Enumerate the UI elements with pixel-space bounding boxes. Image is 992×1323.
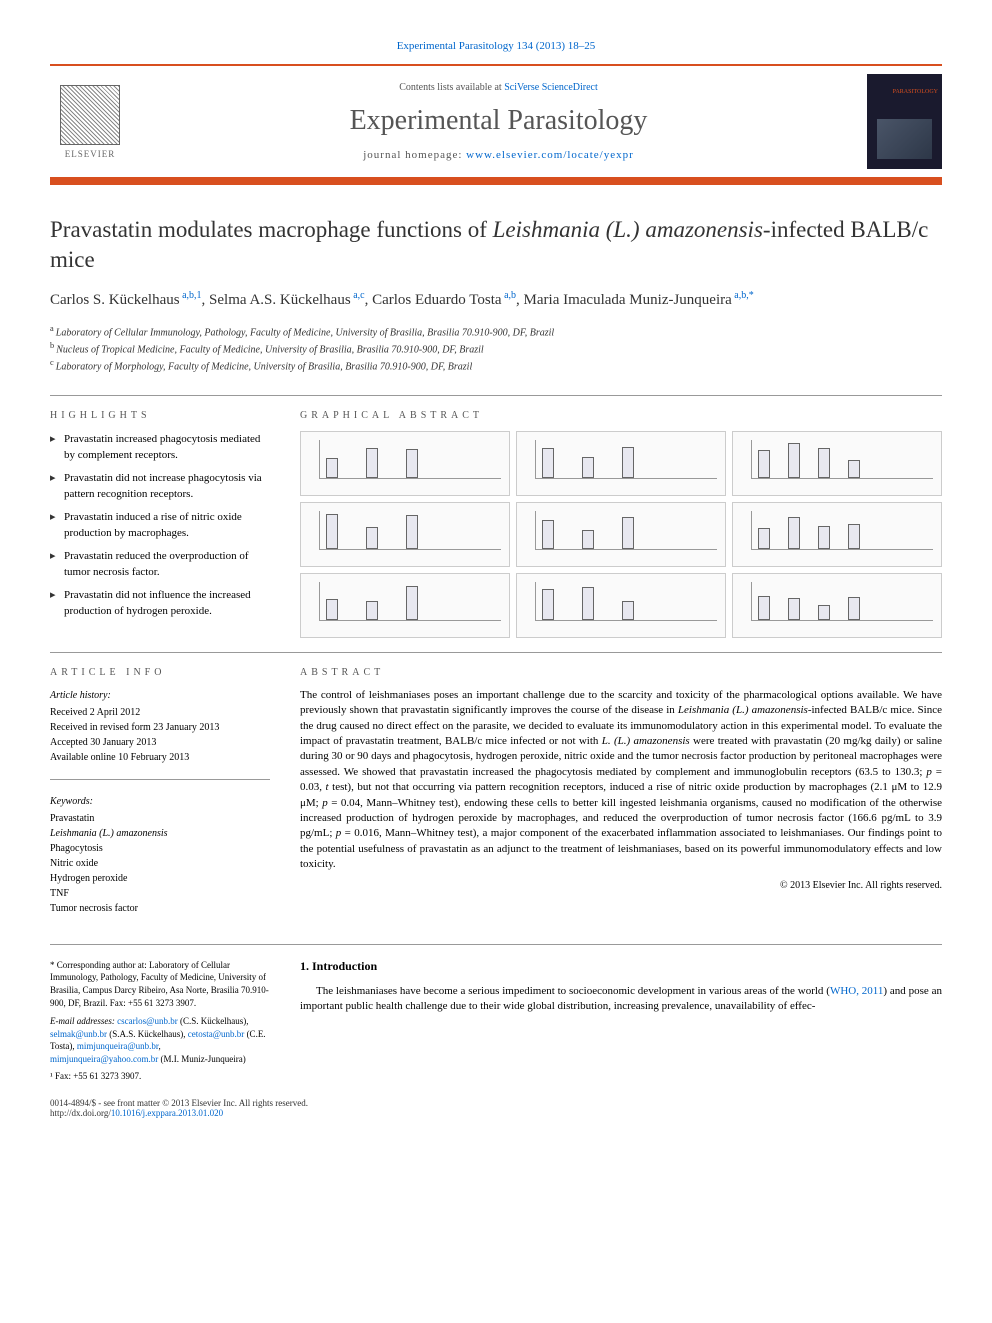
- keyword: Nitric oxide: [50, 856, 270, 871]
- author: Carlos S. Kückelhaus a,b,1: [50, 292, 202, 308]
- corresponding-author-note: * Corresponding author at: Laboratory of…: [50, 959, 270, 1009]
- article-title: Pravastatin modulates macrophage functio…: [50, 215, 942, 275]
- doi-link[interactable]: 10.1016/j.exppara.2013.01.020: [111, 1108, 223, 1118]
- chart-panel: [516, 573, 726, 638]
- abstract-span: = 0.016, Mann–Whitney test), a major com…: [300, 827, 942, 870]
- graphical-abstract-grid: [300, 431, 942, 638]
- journal-banner: ELSEVIER Contents lists available at Sci…: [50, 64, 942, 185]
- email-link[interactable]: cscarlos@unb.br: [117, 1016, 178, 1026]
- author-affiliation-sup: a,b,*: [732, 290, 754, 301]
- abstract-copyright: © 2013 Elsevier Inc. All rights reserved…: [300, 880, 942, 891]
- abstract-span: L. (L.) amazonensis: [602, 735, 690, 747]
- chart-panel: [732, 573, 942, 638]
- article-info-label: ARTICLE INFO: [50, 667, 270, 678]
- highlight-item: Pravastatin induced a rise of nitric oxi…: [50, 509, 270, 542]
- abstract-span: Leishmania (L.) amazonensis: [678, 704, 808, 716]
- citation-header: Experimental Parasitology 134 (2013) 18–…: [50, 40, 942, 52]
- elsevier-logo: ELSEVIER: [50, 77, 130, 167]
- doi-prefix: http://dx.doi.org/: [50, 1108, 111, 1118]
- highlight-item: Pravastatin reduced the overproduction o…: [50, 548, 270, 581]
- title-italic: Leishmania (L.) amazonensis: [493, 217, 763, 242]
- homepage-prefix: journal homepage:: [363, 149, 466, 161]
- contents-prefix: Contents lists available at: [399, 82, 504, 93]
- journal-cover-thumbnail: [867, 74, 942, 169]
- keyword: Pravastatin: [50, 811, 270, 826]
- keyword: Tumor necrosis factor: [50, 901, 270, 916]
- homepage-line: journal homepage: www.elsevier.com/locat…: [130, 149, 867, 161]
- elsevier-text: ELSEVIER: [65, 149, 116, 159]
- chart-panel: [516, 431, 726, 496]
- homepage-link[interactable]: www.elsevier.com/locate/yexpr: [466, 149, 634, 161]
- author-affiliation-sup: a,b,1: [180, 290, 202, 301]
- title-prefix: Pravastatin modulates macrophage functio…: [50, 217, 493, 242]
- divider: [50, 652, 942, 653]
- divider: [50, 395, 942, 396]
- keyword: TNF: [50, 886, 270, 901]
- email-addresses: E-mail addresses: cscarlos@unb.br (C.S. …: [50, 1015, 270, 1065]
- email-link[interactable]: mimjunqueira@unb.br: [77, 1041, 159, 1051]
- sciencedirect-link[interactable]: SciVerse ScienceDirect: [504, 82, 598, 93]
- fax-note: ¹ Fax: +55 61 3273 3907.: [50, 1070, 270, 1083]
- elsevier-tree-icon: [60, 85, 120, 145]
- chart-panel: [516, 502, 726, 567]
- chart-panel: [300, 431, 510, 496]
- email-label: E-mail addresses:: [50, 1016, 115, 1026]
- email-link[interactable]: selmak@unb.br: [50, 1029, 107, 1039]
- highlight-item: Pravastatin did not increase phagocytosi…: [50, 470, 270, 503]
- history-line: Accepted 30 January 2013: [50, 735, 270, 750]
- keyword: Hydrogen peroxide: [50, 871, 270, 886]
- author-affiliation-sup: a,b: [502, 290, 516, 301]
- page-footer: 0014-4894/$ - see front matter © 2013 El…: [50, 1098, 942, 1118]
- highlights-list: Pravastatin increased phagocytosis media…: [50, 431, 270, 620]
- abstract-label: ABSTRACT: [300, 667, 942, 678]
- footnotes: * Corresponding author at: Laboratory of…: [50, 959, 270, 1082]
- contents-line: Contents lists available at SciVerse Sci…: [130, 82, 867, 93]
- issn-line: 0014-4894/$ - see front matter © 2013 El…: [50, 1098, 308, 1108]
- graphical-abstract-label: GRAPHICAL ABSTRACT: [300, 410, 942, 421]
- author: Selma A.S. Kückelhaus a,c: [209, 292, 365, 308]
- affiliations-list: a Laboratory of Cellular Immunology, Pat…: [50, 323, 942, 375]
- highlight-item: Pravastatin did not influence the increa…: [50, 587, 270, 620]
- divider: [50, 779, 270, 780]
- abstract-text: The control of leishmaniases poses an im…: [300, 688, 942, 873]
- keywords-heading: Keywords:: [50, 794, 270, 809]
- journal-title: Experimental Parasitology: [130, 105, 867, 137]
- history-line: Received in revised form 23 January 2013: [50, 720, 270, 735]
- highlights-label: HIGHLIGHTS: [50, 410, 270, 421]
- introduction-text: The leishmaniases have become a serious …: [300, 984, 942, 1015]
- article-info: Article history: Received 2 April 2012Re…: [50, 688, 270, 916]
- history-line: Available online 10 February 2013: [50, 750, 270, 765]
- history-heading: Article history:: [50, 688, 270, 703]
- email-link[interactable]: cetosta@unb.br: [188, 1029, 245, 1039]
- keyword: Leishmania (L.) amazonensis: [50, 826, 270, 841]
- introduction-heading: 1. Introduction: [300, 959, 942, 974]
- highlight-item: Pravastatin increased phagocytosis media…: [50, 431, 270, 464]
- history-line: Received 2 April 2012: [50, 705, 270, 720]
- intro-prefix: The leishmaniases have become a serious …: [316, 985, 830, 997]
- affiliation: c Laboratory of Morphology, Faculty of M…: [50, 357, 942, 374]
- divider: [50, 944, 942, 945]
- chart-panel: [300, 502, 510, 567]
- author: Maria Imaculada Muniz-Junqueira a,b,*: [524, 292, 754, 308]
- author-affiliation-sup: a,c: [351, 290, 365, 301]
- email-link[interactable]: mimjunqueira@yahoo.com.br: [50, 1054, 158, 1064]
- keyword: Phagocytosis: [50, 841, 270, 856]
- chart-panel: [732, 431, 942, 496]
- chart-panel: [732, 502, 942, 567]
- author: Carlos Eduardo Tosta a,b: [372, 292, 516, 308]
- chart-panel: [300, 573, 510, 638]
- affiliation: b Nucleus of Tropical Medicine, Faculty …: [50, 340, 942, 357]
- authors-list: Carlos S. Kückelhaus a,b,1, Selma A.S. K…: [50, 289, 942, 311]
- affiliation: a Laboratory of Cellular Immunology, Pat…: [50, 323, 942, 340]
- citation-link[interactable]: WHO, 2011: [830, 985, 883, 997]
